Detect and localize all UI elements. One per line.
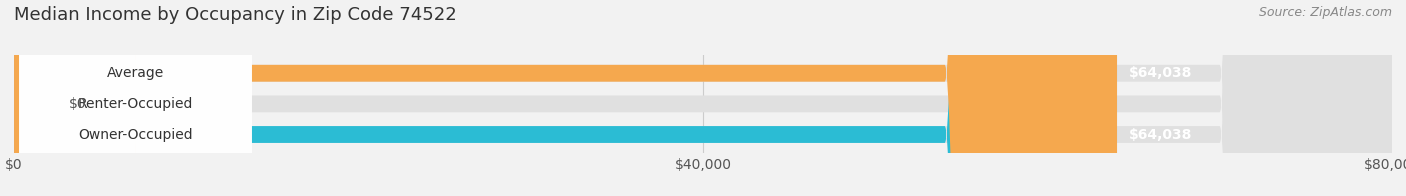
Text: Median Income by Occupancy in Zip Code 74522: Median Income by Occupancy in Zip Code 7…: [14, 6, 457, 24]
FancyBboxPatch shape: [14, 0, 1392, 196]
FancyBboxPatch shape: [14, 0, 1392, 196]
FancyBboxPatch shape: [20, 0, 252, 196]
Text: $0: $0: [69, 97, 87, 111]
FancyBboxPatch shape: [14, 0, 1392, 196]
FancyBboxPatch shape: [14, 0, 58, 196]
Text: Average: Average: [107, 66, 165, 80]
FancyBboxPatch shape: [14, 0, 1116, 196]
Text: Owner-Occupied: Owner-Occupied: [79, 128, 193, 142]
Text: $64,038: $64,038: [1129, 128, 1192, 142]
Text: $64,038: $64,038: [1129, 66, 1192, 80]
FancyBboxPatch shape: [14, 0, 1116, 196]
Text: Renter-Occupied: Renter-Occupied: [77, 97, 193, 111]
FancyBboxPatch shape: [20, 0, 252, 196]
FancyBboxPatch shape: [20, 0, 252, 196]
Text: Source: ZipAtlas.com: Source: ZipAtlas.com: [1258, 6, 1392, 19]
